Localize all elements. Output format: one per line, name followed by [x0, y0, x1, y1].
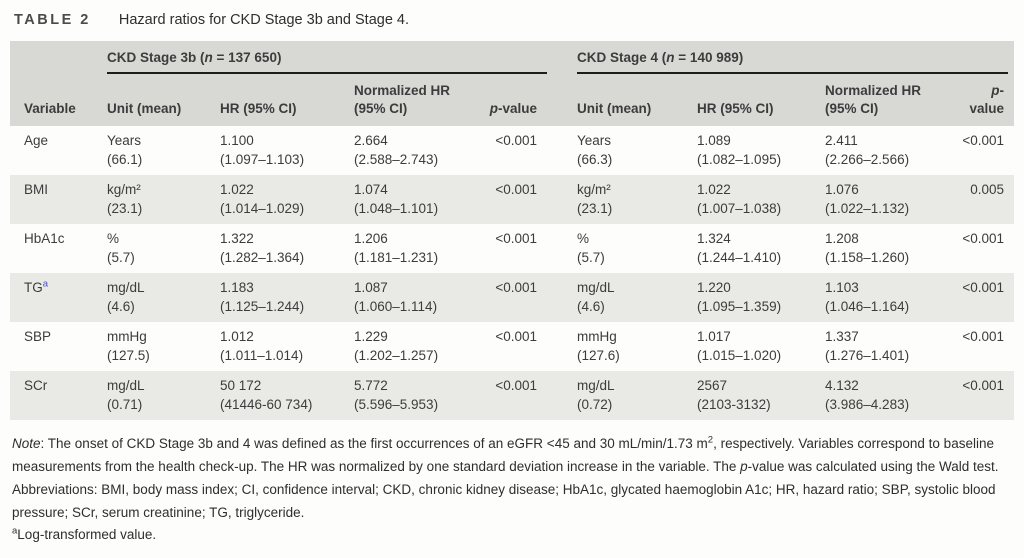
table-notes: Note: The onset of CKD Stage 3b and 4 wa… — [12, 433, 1012, 547]
hr-ci-cell-s3b: 1.012 (1.011–1.014) — [220, 329, 304, 363]
table-number: TABLE 2 — [14, 12, 91, 28]
unit-mean-cell-s4: % (5.7) — [577, 231, 605, 265]
variable-cell: Age — [24, 133, 49, 148]
unit-mean-cell-s3b: mmHg (127.5) — [107, 329, 150, 363]
variable-cell: BMI — [24, 182, 49, 197]
variable-cell: HbA1c — [24, 231, 65, 246]
hazard-ratios-table: CKD Stage 3b (n = 137 650) CKD Stage 4 (… — [10, 41, 1015, 420]
table-caption: TABLE 2 Hazard ratios for CKD Stage 3b a… — [14, 12, 1014, 28]
variable-cell: SCr — [24, 378, 48, 393]
normalized-hr-cell-s3b: 1.229 (1.202–1.257) — [354, 329, 439, 363]
group-gap — [547, 371, 563, 420]
group-label-stage3b: CKD Stage 3b (n = 137 650) — [107, 50, 548, 74]
col-header-hr-stage4: HR (95% CI) — [683, 74, 812, 126]
hr-ci-cell-s3b: 1.100 (1.097–1.103) — [220, 133, 305, 167]
col-header-pvalue-stage4: p-value — [945, 74, 1015, 126]
unit-mean-cell-s4: Years (66.3) — [577, 133, 613, 167]
unit-mean-cell-s4: mg/dL (4.6) — [577, 280, 615, 314]
p-value-cell-s3b: <0.001 — [495, 280, 538, 295]
hr-ci-cell-s3b: 1.183 (1.125–1.244) — [220, 280, 305, 314]
unit-mean-cell-s4: mg/dL (0.72) — [577, 378, 615, 412]
group-label-stage4: CKD Stage 4 (n = 140 989) — [577, 50, 1009, 74]
variable-cell: TGa — [24, 278, 49, 295]
normalized-hr-cell-s4: 1.337 (1.276–1.401) — [825, 329, 910, 363]
p-value-cell-s4: <0.001 — [962, 133, 1005, 148]
group-gap — [547, 74, 564, 126]
normalized-hr-cell-s3b: 1.206 (1.181–1.231) — [354, 231, 439, 265]
normalized-hr-cell-s3b: 5.772 (5.596–5.953) — [354, 378, 439, 412]
col-header-unit-stage3b: Unit (mean) — [93, 74, 206, 126]
unit-mean-cell-s4: kg/m² (23.1) — [577, 182, 613, 216]
p-value-cell-s4: <0.001 — [962, 329, 1005, 344]
variable-cell: SBP — [24, 329, 52, 344]
normalized-hr-cell-s3b: 1.074 (1.048–1.101) — [354, 182, 439, 216]
hr-ci-cell-s3b: 1.022 (1.014–1.029) — [220, 182, 305, 216]
col-header-hr-stage3b: HR (95% CI) — [206, 74, 340, 126]
hr-ci-cell-s4: 1.089 (1.082–1.095) — [697, 133, 782, 167]
col-header-normalized-hr-stage3b: Normalized HR (95% CI) — [340, 74, 475, 126]
table-body: Age Years (66.1) 1.100 (1.097–1.103) 2.664 (2.… — [10, 126, 1015, 420]
abbreviations-paragraph: Abbreviations: BMI, body mass index; CI,… — [12, 482, 996, 520]
table-header: CKD Stage 3b (n = 137 650) CKD Stage 4 (… — [10, 41, 1015, 126]
p-value-cell-s4: <0.001 — [962, 231, 1005, 246]
col-header-pvalue-stage3b: p-value — [475, 74, 548, 126]
normalized-hr-cell-s3b: 1.087 (1.060–1.114) — [354, 280, 438, 314]
unit-mean-cell-s3b: kg/m² (23.1) — [107, 182, 143, 216]
group-header-stage4: CKD Stage 4 (n = 140 989) — [563, 41, 1015, 74]
hr-ci-cell-s3b: 50 172 (41446-60 734) — [220, 378, 313, 412]
normalized-hr-cell-s3b: 2.664 (2.588–2.743) — [354, 133, 439, 167]
footnote-marker: a — [42, 278, 49, 290]
p-value-cell-s3b: <0.001 — [495, 182, 538, 197]
table-row: SCr mg/dL (0.71) 50 172 (41446-60 734) 5.772(… — [10, 371, 1015, 420]
unit-mean-cell-s3b: Years (66.1) — [107, 133, 143, 167]
unit-mean-cell-s3b: % (5.7) — [107, 231, 135, 265]
group-gap — [547, 224, 563, 273]
hr-ci-cell-s3b: 1.322 (1.282–1.364) — [220, 231, 305, 265]
table-title: Hazard ratios for CKD Stage 3b and Stage… — [118, 12, 410, 28]
table-row: HbA1c % (5.7) 1.322 (1.282–1.364) 1.206 (1.181… — [10, 224, 1014, 273]
p-value-cell-s4: <0.001 — [962, 280, 1005, 295]
col-header-variable: Variable — [10, 74, 93, 126]
table-row: Age Years (66.1) 1.100 (1.097–1.103) 2.664 (2.… — [10, 126, 1014, 175]
hr-ci-cell-s4: 1.017 (1.015–1.020) — [697, 329, 782, 363]
normalized-hr-cell-s4: 1.076 (1.022–1.132) — [825, 182, 910, 216]
hr-ci-cell-s4: 1.220 (1.095–1.359) — [697, 280, 782, 314]
p-value-cell-s4: <0.001 — [962, 378, 1005, 393]
footnote-a-paragraph: aLog-transformed value. — [12, 525, 157, 542]
unit-mean-cell-s4: mmHg (127.6) — [577, 329, 620, 363]
table-row: SBP mmHg (127.5) 1.012 (1.011–1.014) 1.229 (1.… — [10, 322, 1014, 371]
normalized-hr-cell-s4: 1.103 (1.046–1.164) — [825, 280, 910, 314]
table-row: BMI kg/m² (23.1) 1.022 (1.014–1.029) 1.074 (1.… — [10, 175, 1015, 224]
normalized-hr-cell-s4: 4.132 (3.986–4.283) — [825, 378, 910, 412]
unit-mean-cell-s3b: mg/dL (0.71) — [107, 378, 145, 412]
p-value-cell-s4: 0.005 — [970, 182, 1005, 197]
col-header-normalized-hr-stage4: Normalized HR (95% CI) — [811, 74, 946, 126]
group-gap — [547, 322, 563, 371]
group-header-stage3b: CKD Stage 3b (n = 137 650) — [93, 41, 548, 74]
p-value-cell-s3b: <0.001 — [495, 329, 538, 344]
note-paragraph: Note: The onset of CKD Stage 3b and 4 wa… — [12, 434, 999, 474]
group-header-row: CKD Stage 3b (n = 137 650) CKD Stage 4 (… — [10, 41, 1015, 74]
normalized-hr-cell-s4: 2.411 (2.266–2.566) — [825, 133, 910, 167]
p-value-cell-s3b: <0.001 — [495, 378, 538, 393]
unit-mean-cell-s3b: mg/dL (4.6) — [107, 280, 145, 314]
group-gap — [547, 175, 563, 224]
table-row: TGa mg/dL (4.6) 1.183 (1.125–1.244) 1.087 (1.0… — [10, 273, 1015, 322]
corner-cell — [10, 41, 93, 74]
col-header-unit-stage4: Unit (mean) — [563, 74, 684, 126]
hr-ci-cell-s4: 1.324 (1.244–1.410) — [697, 231, 782, 265]
hr-ci-cell-s4: 1.022 (1.007–1.038) — [697, 182, 782, 216]
group-gap — [547, 126, 563, 175]
group-gap — [547, 273, 563, 322]
normalized-hr-cell-s4: 1.208 (1.158–1.260) — [825, 231, 910, 265]
group-gap — [547, 41, 564, 74]
hr-ci-cell-s4: 2567 (2103-3132) — [697, 378, 771, 412]
p-value-cell-s3b: <0.001 — [495, 231, 538, 246]
p-value-cell-s3b: <0.001 — [495, 133, 538, 148]
column-header-row: Variable Unit (mean) HR (95% CI) Normali… — [10, 74, 1015, 126]
